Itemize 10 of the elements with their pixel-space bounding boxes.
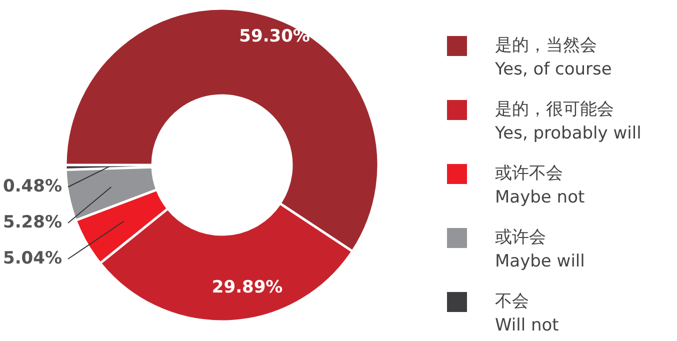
data-label: 29.89%	[212, 278, 283, 298]
data-label: 59.30%	[239, 26, 310, 46]
data-label: 0.48%	[3, 176, 62, 197]
legend-label: 或许不会 Maybe not	[495, 164, 585, 208]
data-label: 5.04%	[3, 248, 62, 269]
legend-label: 不会 Will not	[495, 292, 560, 336]
data-label: 5.28%	[3, 212, 62, 233]
legend-label: 是的，当然会 Yes, of course	[494, 36, 612, 80]
legend-label: 是的，很可能会 Yes, probably will	[494, 100, 642, 144]
legend-label: 或许会 Maybe will	[495, 228, 585, 272]
